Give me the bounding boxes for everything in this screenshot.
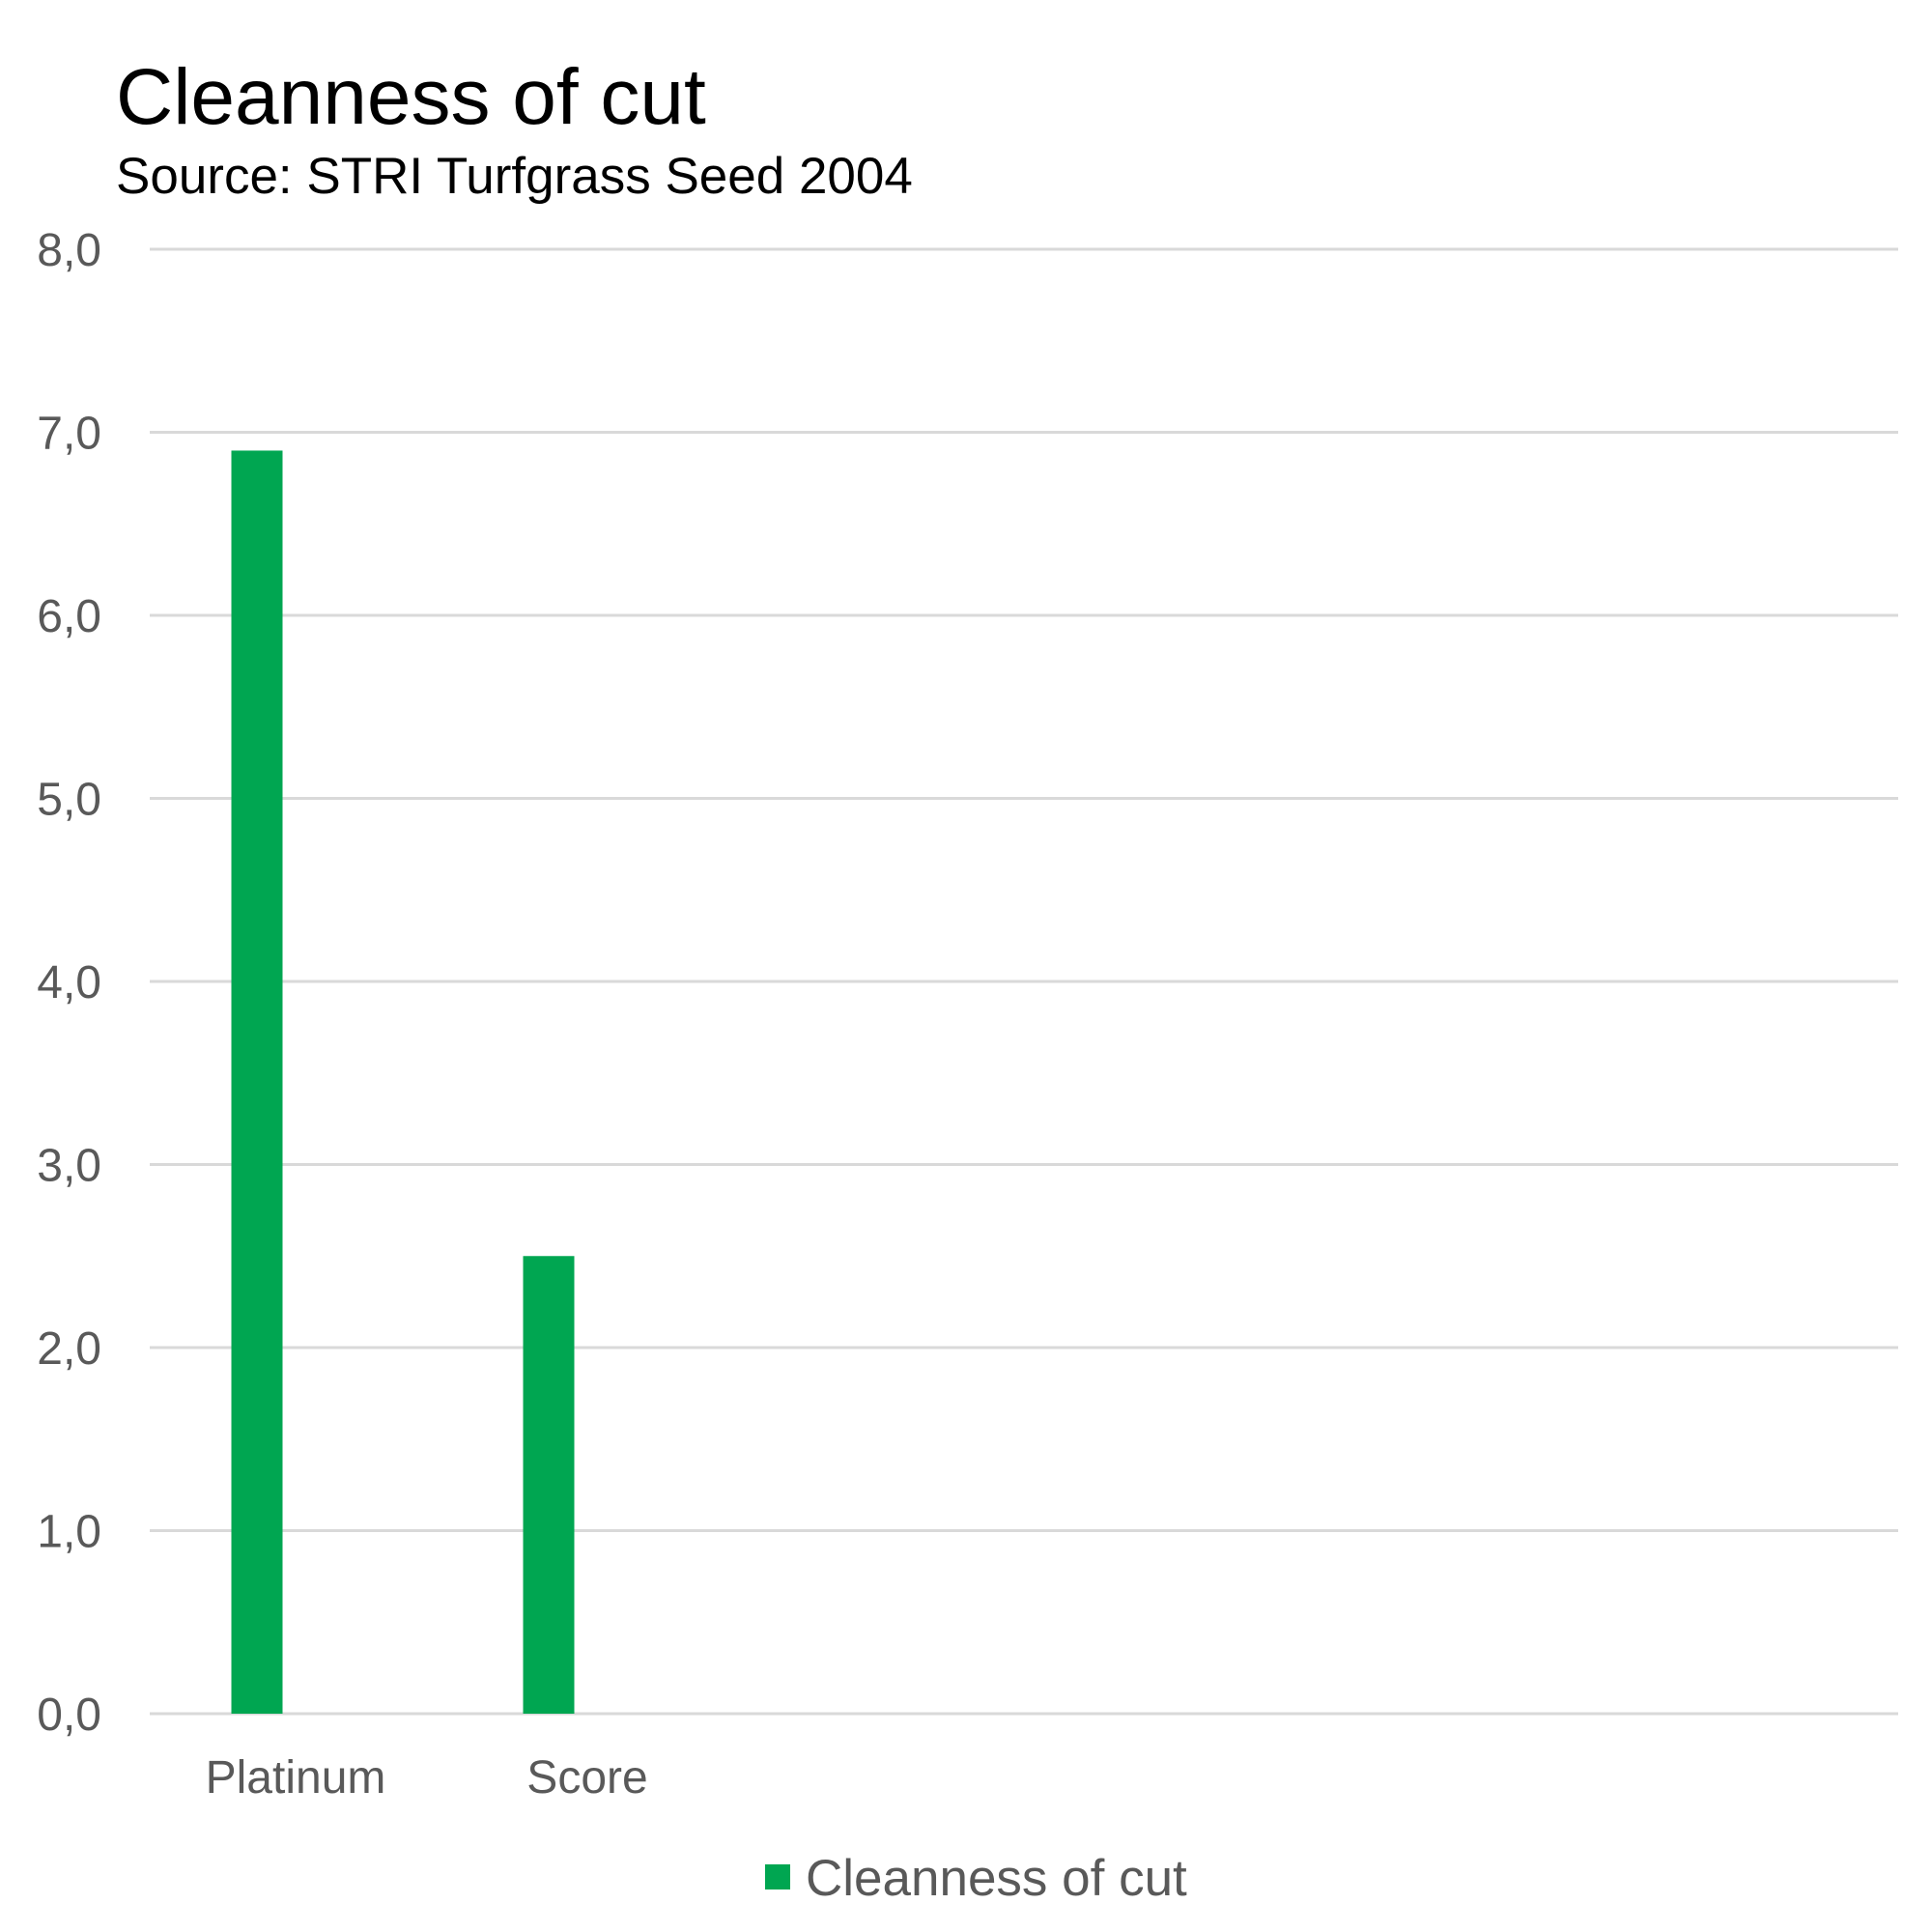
y-tick-label: 5,0 <box>37 775 101 826</box>
y-tick-label: 2,0 <box>37 1323 101 1375</box>
x-axis-tick-labels: Platinum Score <box>206 1752 648 1804</box>
y-tick-label: 8,0 <box>37 225 101 276</box>
legend-swatch <box>765 1864 790 1889</box>
y-tick-label: 6,0 <box>37 591 101 642</box>
y-tick-label: 0,0 <box>37 1690 101 1741</box>
bar <box>523 1256 575 1714</box>
y-tick-label: 3,0 <box>37 1141 101 1192</box>
bars <box>231 450 575 1715</box>
y-tick-label: 7,0 <box>37 409 101 460</box>
x-tick-label: Score <box>526 1752 647 1804</box>
chart-title: Cleanness of cut <box>116 53 706 141</box>
y-tick-label: 4,0 <box>37 957 101 1009</box>
bar <box>231 450 283 1715</box>
chart-subtitle: Source: STRI Turfgrass Seed 2004 <box>116 148 913 205</box>
y-tick-label: 1,0 <box>37 1507 101 1558</box>
gridlines <box>150 247 1898 1716</box>
legend: Cleanness of cut <box>765 1850 1187 1907</box>
x-tick-label: Platinum <box>206 1752 386 1804</box>
y-axis-tick-labels: 0,0 1,0 2,0 3,0 4,0 5,0 6,0 7,0 8,0 <box>37 225 101 1741</box>
legend-label: Cleanness of cut <box>806 1850 1187 1907</box>
